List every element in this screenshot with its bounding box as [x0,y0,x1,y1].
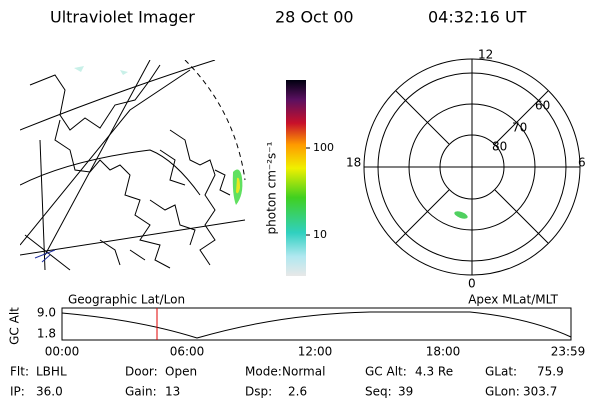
altitude-ytick: 1.8 [37,327,56,341]
terminator [184,60,246,181]
geographic-map [20,60,246,271]
info-label: Seq: [365,385,392,399]
date: 28 Oct 00 [275,8,354,27]
right-panel-title: Apex MLat/MLT [468,293,558,307]
grid-line [20,69,191,246]
mlt-label: 12 [478,48,493,62]
altitude-frame [61,307,572,341]
colorbar-tick-label: 10 [313,228,327,241]
info-value: 39 [398,385,413,399]
altitude-ytick: 9.0 [37,306,56,320]
info-label: GLon: [485,385,520,399]
mlt-label: 18 [346,156,361,170]
instrument: Ultraviolet Imager [50,8,195,27]
altitude-xtick: 00:00 [45,345,80,359]
info-value: 4.3 Re [415,365,453,379]
altitude-xtick: 18:00 [426,345,461,359]
info-label: Door: [125,365,158,379]
info-label: Mode: [245,365,282,379]
info-label: Flt: [10,365,29,379]
mlat-label: 70 [512,121,527,135]
info-value: LBHL [36,365,67,379]
grid-line [20,219,246,256]
info-panel: Flt: LBHL Door: Open Mode: Normal GC Alt: 4.3 R… [10,365,564,399]
mlat-label: 80 [492,140,507,154]
info-value: 303.7 [523,385,557,399]
mlat-label: 60 [535,99,550,113]
info-value: 36.0 [36,385,63,399]
grid-line [44,60,151,256]
info-label: GC Alt: [365,365,407,379]
altitude-xtick: 23:59 [551,345,586,359]
grid-line [39,139,46,271]
info-value: 13 [165,385,180,399]
info-value: 75.9 [537,365,564,379]
emission [454,211,468,219]
mlt-label: 6 [578,156,586,170]
altitude-xtick: 06:00 [170,345,205,359]
colorbar-tick-label: 100 [313,141,334,154]
coastline [34,249,56,263]
info-label: GLat: [485,365,517,379]
altitude-ylabel: GC Alt [8,307,22,345]
mlt-label: 0 [468,277,476,291]
grid-arc [20,149,201,196]
emission [74,66,128,75]
info-label: Dsp: [245,385,272,399]
mlt-spokes [364,59,580,275]
altitude-xtick: 12:00 [298,345,333,359]
coastline [29,64,231,269]
left-panel-title: Geographic Lat/Lon [68,293,185,307]
colorbar [286,80,306,276]
colorbar-label: photon cm⁻²s⁻¹ [265,141,279,234]
info-value: Open [165,365,197,379]
info-value: Normal [282,365,325,379]
time: 04:32:16 UT [428,8,527,27]
info-label: IP: [10,385,25,399]
altitude-curve [61,311,572,339]
polar-plot: 12 18 6 0 60 70 80 [346,48,586,291]
emission [236,177,240,194]
info-label: Gain: [125,385,157,399]
info-value: 2.6 [288,385,307,399]
